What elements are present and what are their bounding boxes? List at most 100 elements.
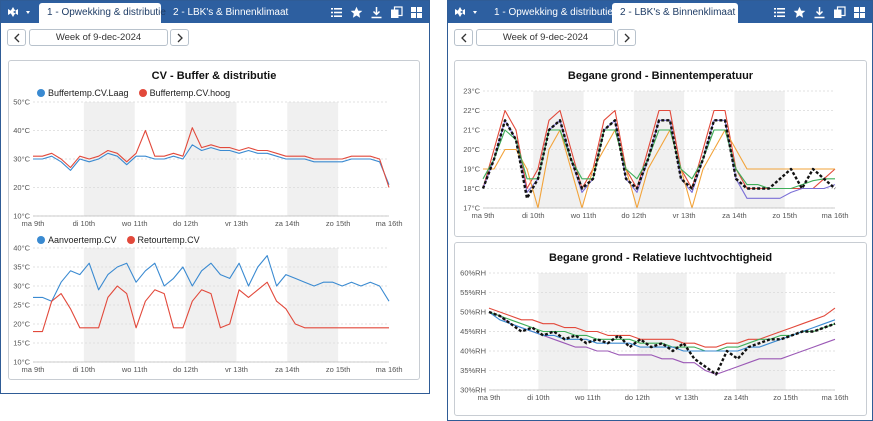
grid-icon[interactable] <box>410 6 423 19</box>
y-tick-label: 40°C <box>13 126 30 135</box>
legend-marker <box>37 236 45 244</box>
next-week-button[interactable] <box>617 29 636 46</box>
x-tick-label: vr 13th <box>225 219 248 228</box>
x-tick-label: wo 11th <box>121 365 148 374</box>
humidity-card: Begane grond - Relatieve luchtvochtighei… <box>454 242 867 416</box>
copy-window-icon[interactable] <box>833 5 846 19</box>
x-tick-label: vr 13th <box>673 211 696 220</box>
x-tick-label: ma 9th <box>22 365 45 374</box>
x-tick-label: wo 11th <box>570 211 597 220</box>
x-tick-label: zo 15th <box>326 219 351 228</box>
legend-item[interactable]: Aanvoertemp.CV <box>37 235 117 245</box>
next-week-button[interactable] <box>170 29 189 46</box>
series-line <box>33 127 390 188</box>
legend-label: Aanvoertemp.CV <box>48 235 117 245</box>
legend-marker <box>37 89 45 97</box>
x-tick-label: do 12th <box>625 393 650 402</box>
week-label[interactable]: Week of 9-dec-2024 <box>476 29 615 46</box>
chart-title: Begane grond - Relatieve luchtvochtighei… <box>548 252 773 264</box>
y-tick-label: 10°C <box>13 212 30 221</box>
y-tick-label: 30°C <box>13 282 30 291</box>
previous-week-button[interactable] <box>7 29 26 46</box>
y-tick-label: 45%RH <box>460 327 486 336</box>
x-tick-label: zo 15th <box>326 365 351 374</box>
x-tick-label: do 12th <box>173 219 198 228</box>
legend-item[interactable]: Retourtemp.CV <box>126 235 200 245</box>
list-icon[interactable] <box>330 6 343 19</box>
cv-buffer-card: CV - Buffer & distributie Buffertemp.CV.… <box>8 60 420 380</box>
copy-window-icon[interactable] <box>390 5 403 19</box>
x-tick-label: di 10th <box>73 365 96 374</box>
series-line <box>33 281 389 333</box>
series-line <box>481 119 836 200</box>
y-tick-label: 22°C <box>463 106 480 115</box>
x-tick-label: za 14th <box>722 211 747 220</box>
tab-lbk-binnenklimaat[interactable]: 2 - LBK's & Binnenklimaat <box>173 7 289 18</box>
y-tick-label: 20°C <box>463 145 480 154</box>
y-tick-label: 10°C <box>13 358 30 367</box>
chart-title: CV - Buffer & distributie <box>151 70 277 82</box>
tab-opwekking-distributie[interactable]: 1 - Opwekking & distributie <box>39 3 166 23</box>
series-line <box>488 310 836 376</box>
list-icon[interactable] <box>773 6 786 19</box>
y-tick-label: 35%RH <box>460 366 486 375</box>
legend-label: Buffertemp.CV.Laag <box>48 88 129 98</box>
legend-item[interactable]: Buffertemp.CV.Laag <box>37 88 129 98</box>
title-bar: 1 - Opwekking & distributie 2 - LBK's & … <box>1 1 429 23</box>
indoor-temperature-chart[interactable]: 23°C 22°C 21°C 20°C 19°C 18°C 17°Cma 9th di 10t… <box>455 61 868 238</box>
buffer-chart[interactable]: 50°C 40°C 30°C 20°C 10°Cma 9th di 10th wo 11th… <box>9 61 421 231</box>
x-tick-label: wo 11th <box>121 219 148 228</box>
chevron-right-icon <box>624 33 630 43</box>
x-tick-label: vr 13th <box>225 365 248 374</box>
x-tick-label: di 10th <box>527 393 550 402</box>
tab-opwekking-distributie[interactable]: 1 - Opwekking & distributie <box>494 7 613 18</box>
x-tick-label: ma 9th <box>22 219 45 228</box>
chart-legend: Aanvoertemp.CV Retourtemp.CV <box>37 235 200 245</box>
x-tick-label: ma 16th <box>375 365 402 374</box>
x-tick-label: zo 15th <box>773 393 798 402</box>
distribution-chart[interactable]: 40°C35°C30°C25°C20°C15°C10°Cma 9th di 10t… <box>9 61 421 381</box>
x-tick-label: ma 16th <box>821 393 848 402</box>
series-line <box>483 129 835 209</box>
app-logo-icon[interactable] <box>5 4 35 20</box>
y-tick-label: 50%RH <box>460 308 486 317</box>
legend-item[interactable]: Buffertemp.CV.hoog <box>138 88 231 98</box>
x-tick-label: do 12th <box>173 365 198 374</box>
x-tick-label: ma 16th <box>821 211 848 220</box>
series-line <box>488 307 836 348</box>
chart-title: Begane grond - Binnentemperatuur <box>567 70 754 82</box>
toolbar-icons <box>773 4 866 20</box>
y-tick-label: 20°C <box>13 183 30 192</box>
star-icon[interactable] <box>793 6 806 19</box>
app-logo-icon[interactable] <box>452 4 482 20</box>
chevron-left-icon <box>461 33 467 43</box>
legend-label: Buffertemp.CV.hoog <box>149 88 231 98</box>
series-line <box>488 311 836 375</box>
legend-marker <box>126 236 135 244</box>
y-tick-label: 20°C <box>13 320 30 329</box>
download-icon[interactable] <box>370 6 383 19</box>
y-tick-label: 60%RH <box>460 269 486 278</box>
star-icon[interactable] <box>350 6 363 19</box>
series-line <box>488 311 836 352</box>
tab-lbk-binnenklimaat[interactable]: 2 - LBK's & Binnenklimaat <box>612 3 738 23</box>
toolbar-icons <box>330 4 423 20</box>
indoor-temperature-card: Begane grond - Binnentemperatuur 23°C 22°… <box>454 60 867 237</box>
y-tick-label: 40°C <box>13 244 30 253</box>
chart-legend: Buffertemp.CV.Laag Buffertemp.CV.hoog <box>37 88 230 98</box>
y-tick-label: 40%RH <box>460 347 486 356</box>
x-tick-label: di 10th <box>522 211 545 220</box>
left-window: 1 - Opwekking & distributie 2 - LBK's & … <box>0 0 430 394</box>
grid-icon[interactable] <box>853 6 866 19</box>
x-tick-label: ma 16th <box>375 219 402 228</box>
download-icon[interactable] <box>813 6 826 19</box>
y-tick-label: 17°C <box>463 204 480 213</box>
series-line <box>33 255 390 302</box>
y-tick-label: 50°C <box>13 98 30 107</box>
y-tick-label: 21°C <box>463 126 480 135</box>
week-label[interactable]: Week of 9-dec-2024 <box>29 29 168 46</box>
y-tick-label: 23°C <box>463 87 480 96</box>
previous-week-button[interactable] <box>454 29 473 46</box>
y-tick-label: 30°C <box>13 155 30 164</box>
